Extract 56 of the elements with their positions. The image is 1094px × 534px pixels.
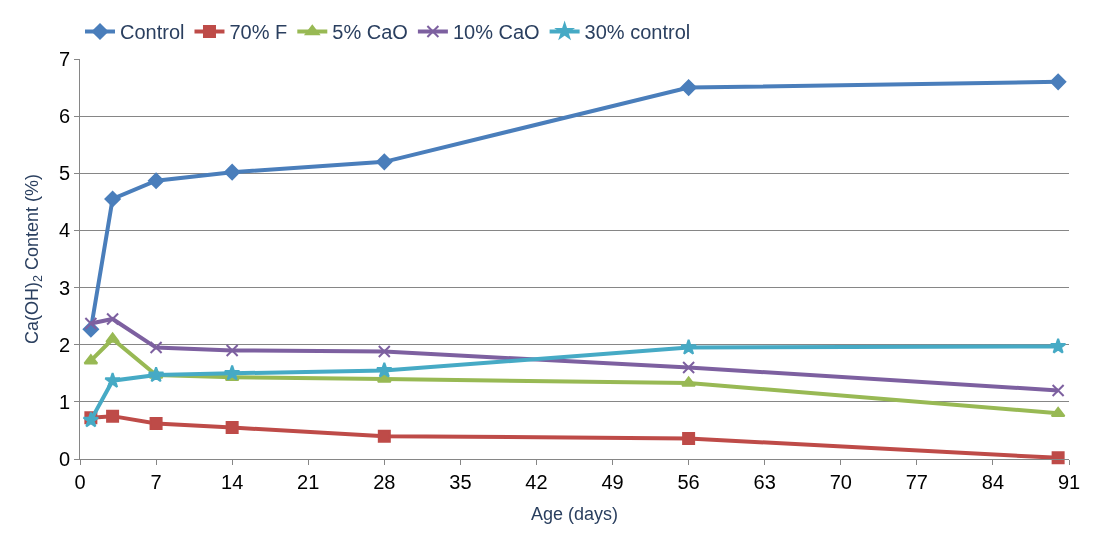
point xyxy=(377,345,391,359)
point xyxy=(682,431,696,445)
point xyxy=(682,361,696,375)
point xyxy=(225,421,239,435)
x-tick-label: 21 xyxy=(297,471,320,493)
point xyxy=(106,409,120,423)
point xyxy=(149,417,163,431)
x-tick-label: 35 xyxy=(449,471,472,493)
legend-label: 70% F xyxy=(229,21,288,44)
x-tick-label: 56 xyxy=(677,471,700,493)
point xyxy=(149,341,163,355)
x-tick-label: 42 xyxy=(525,471,548,493)
point xyxy=(84,317,98,331)
point xyxy=(105,332,120,343)
point xyxy=(147,172,165,189)
x-tick-label: 49 xyxy=(601,471,624,493)
point xyxy=(1049,73,1067,91)
y-tick-label: 4 xyxy=(58,219,70,242)
y-tick-label: 5 xyxy=(58,162,70,185)
x-tick-label: 84 xyxy=(981,471,1005,493)
legend-label: 30% control xyxy=(584,21,691,44)
y-tick-label: 3 xyxy=(58,276,70,299)
legend-label: 5% CaO xyxy=(332,21,408,44)
y-tick-label: 0 xyxy=(58,448,70,470)
x-tick-label: 77 xyxy=(905,471,928,493)
x-tick-label: 7 xyxy=(150,471,162,493)
x-tick-label: 63 xyxy=(753,471,776,493)
point xyxy=(104,372,121,388)
x-axis-title: Age (days) xyxy=(530,504,619,525)
point xyxy=(147,366,165,383)
point xyxy=(224,163,241,181)
point xyxy=(1050,406,1066,418)
legend-label: Control xyxy=(120,21,185,44)
point xyxy=(1051,383,1065,397)
point xyxy=(377,429,391,443)
y-tick-label: 7 xyxy=(58,48,70,70)
point xyxy=(1049,337,1067,354)
point xyxy=(106,312,120,326)
y-tick-label: 6 xyxy=(58,105,70,128)
x-tick-label: 14 xyxy=(221,471,244,493)
x-tick-label: 0 xyxy=(74,471,86,493)
legend-label: 10% CaO xyxy=(452,21,540,44)
point xyxy=(225,343,239,357)
x-tick-label: 91 xyxy=(1057,471,1081,493)
x-tick-label: 28 xyxy=(373,471,396,493)
point xyxy=(376,153,393,171)
point xyxy=(680,79,697,96)
y-tick-label: 2 xyxy=(58,333,70,356)
point xyxy=(104,190,121,208)
point xyxy=(1051,451,1065,465)
x-tick-label: 70 xyxy=(829,471,852,493)
point xyxy=(223,364,241,381)
point xyxy=(375,361,393,378)
y-tick-label: 1 xyxy=(58,390,70,413)
point xyxy=(680,338,697,355)
point xyxy=(681,376,696,387)
